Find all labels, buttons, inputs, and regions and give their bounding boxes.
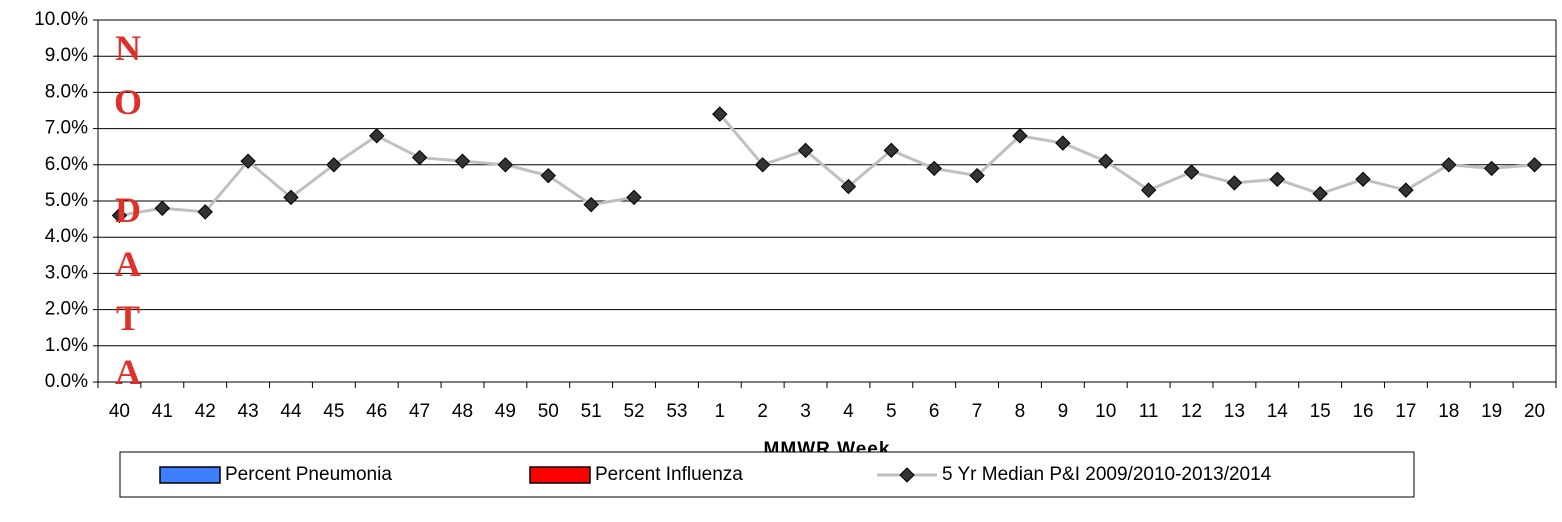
x-tick-label: 46 [366, 401, 387, 422]
marker [626, 189, 642, 206]
x-tick-label: 40 [109, 401, 130, 422]
x-tick-label: 47 [409, 401, 430, 422]
marker [1526, 157, 1543, 173]
marker [797, 142, 814, 159]
marker [1140, 182, 1157, 198]
marker [754, 157, 771, 173]
y-tick-label: 5.0% [45, 190, 88, 211]
x-tick-label: 51 [581, 401, 602, 422]
legend-marker [899, 467, 915, 483]
y-tick-label: 3.0% [45, 262, 88, 283]
marker [583, 196, 599, 213]
x-tick-label: 5 [886, 401, 897, 422]
x-tick-label: 50 [538, 401, 559, 422]
x-tick-label: 53 [666, 401, 687, 422]
x-tick-label: 4 [843, 401, 854, 422]
y-tick-label: 0.0% [45, 371, 88, 392]
x-tick-label: 41 [152, 401, 173, 422]
marker [969, 167, 985, 184]
x-tick-label: 7 [972, 401, 983, 422]
y-tick-label: 1.0% [45, 335, 88, 356]
marker [883, 142, 900, 159]
marker [1226, 175, 1243, 191]
marker [1055, 135, 1071, 151]
marker [1269, 171, 1285, 187]
x-tick-label: 43 [238, 401, 259, 422]
legend-label: 5 Yr Median P&I 2009/2010-2013/2014 [942, 464, 1272, 485]
y-tick-label: 2.0% [45, 299, 88, 320]
x-tick-label: 2 [757, 401, 768, 422]
x-tick-label: 1 [715, 401, 726, 422]
marker [1012, 128, 1028, 144]
marker [540, 167, 556, 184]
legend-label: Percent Pneumonia [225, 464, 392, 485]
x-tick-label: 44 [280, 401, 302, 422]
marker [111, 207, 128, 224]
marker [1183, 164, 1200, 180]
legend-label: Percent Influenza [595, 464, 743, 485]
y-tick-label: 9.0% [45, 45, 88, 66]
x-tick-label: 11 [1139, 401, 1159, 422]
y-tick-label: 4.0% [45, 226, 88, 247]
x-tick-label: 12 [1181, 401, 1202, 422]
y-tick-label: 7.0% [45, 118, 88, 139]
y-tick-label: 8.0% [45, 81, 88, 102]
marker [1441, 157, 1457, 173]
x-tick-label: 3 [800, 401, 811, 422]
marker [497, 157, 514, 173]
x-tick-label: 10 [1095, 401, 1116, 422]
y-tick-label: 10.0% [34, 9, 88, 30]
x-tick-label: 42 [195, 401, 216, 422]
x-tick-label: 20 [1524, 401, 1545, 422]
x-tick-label: 16 [1352, 401, 1373, 422]
x-tick-label: 17 [1395, 401, 1416, 422]
marker [326, 157, 342, 173]
x-tick-label: 52 [623, 401, 644, 422]
y-tick-label: 6.0% [45, 154, 88, 175]
x-tick-label: 13 [1224, 401, 1245, 422]
marker [240, 153, 256, 169]
marker [1312, 186, 1328, 202]
no-data-annotation: NO DATA [108, 28, 148, 406]
marker [1483, 160, 1500, 177]
x-tick-label: 19 [1481, 401, 1502, 422]
x-tick-label: 18 [1438, 401, 1459, 422]
legend-box [119, 451, 1415, 498]
marker [1398, 182, 1414, 198]
x-tick-label: 48 [452, 401, 473, 422]
x-tick-label: 15 [1310, 401, 1331, 422]
x-tick-label: 45 [323, 401, 344, 422]
legend-swatch [529, 466, 591, 484]
x-tick-label: 9 [1058, 401, 1069, 422]
marker [154, 200, 171, 216]
marker [1098, 153, 1114, 169]
marker [712, 106, 728, 122]
marker [926, 160, 942, 177]
x-tick-label: 8 [1015, 401, 1026, 422]
marker [840, 178, 857, 195]
x-tick-label: 6 [929, 401, 940, 422]
marker [1355, 171, 1371, 187]
marker [197, 204, 213, 220]
x-tick-label: 14 [1267, 401, 1289, 422]
legend-swatch [159, 466, 221, 484]
marker [369, 128, 385, 144]
marker [454, 153, 471, 169]
x-tick-label: 49 [495, 401, 516, 422]
marker [283, 189, 299, 206]
marker [411, 149, 428, 166]
